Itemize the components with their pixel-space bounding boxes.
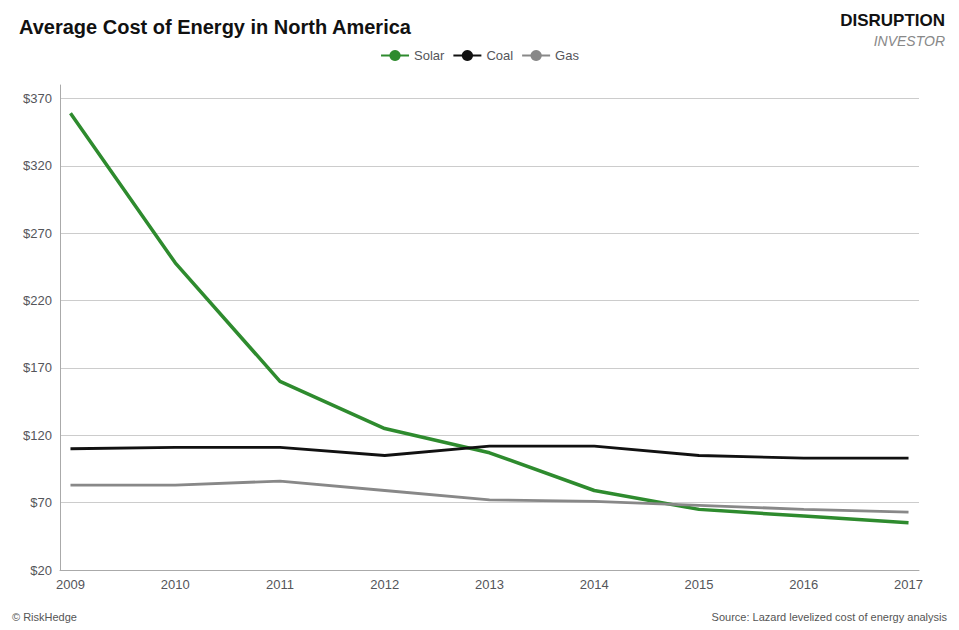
- svg-text:INVESTOR: INVESTOR: [874, 33, 945, 49]
- svg-text:Solar: Solar: [414, 48, 445, 63]
- svg-text:2012: 2012: [370, 577, 399, 592]
- svg-text:$370: $370: [23, 91, 52, 106]
- svg-text:DISRUPTION: DISRUPTION: [840, 11, 945, 30]
- svg-text:$270: $270: [23, 226, 52, 241]
- svg-text:Coal: Coal: [486, 48, 513, 63]
- svg-text:Gas: Gas: [555, 48, 579, 63]
- svg-text:2010: 2010: [161, 577, 190, 592]
- svg-text:$220: $220: [23, 293, 52, 308]
- svg-text:2011: 2011: [266, 577, 294, 592]
- svg-text:2016: 2016: [789, 577, 818, 592]
- svg-text:© RiskHedge: © RiskHedge: [12, 611, 77, 623]
- svg-text:2017: 2017: [894, 577, 923, 592]
- svg-text:2015: 2015: [685, 577, 714, 592]
- svg-text:$120: $120: [23, 428, 52, 443]
- svg-text:2013: 2013: [475, 577, 504, 592]
- svg-text:$70: $70: [30, 495, 52, 510]
- svg-text:2009: 2009: [56, 577, 85, 592]
- svg-text:Source: Lazard levelized cost: Source: Lazard levelized cost of energy …: [712, 611, 948, 623]
- svg-text:$170: $170: [23, 360, 52, 375]
- svg-text:Average Cost of Energy in Nort: Average Cost of Energy in North America: [19, 16, 412, 38]
- svg-text:2014: 2014: [580, 577, 609, 592]
- svg-text:$320: $320: [23, 158, 52, 173]
- svg-text:$20: $20: [30, 563, 52, 578]
